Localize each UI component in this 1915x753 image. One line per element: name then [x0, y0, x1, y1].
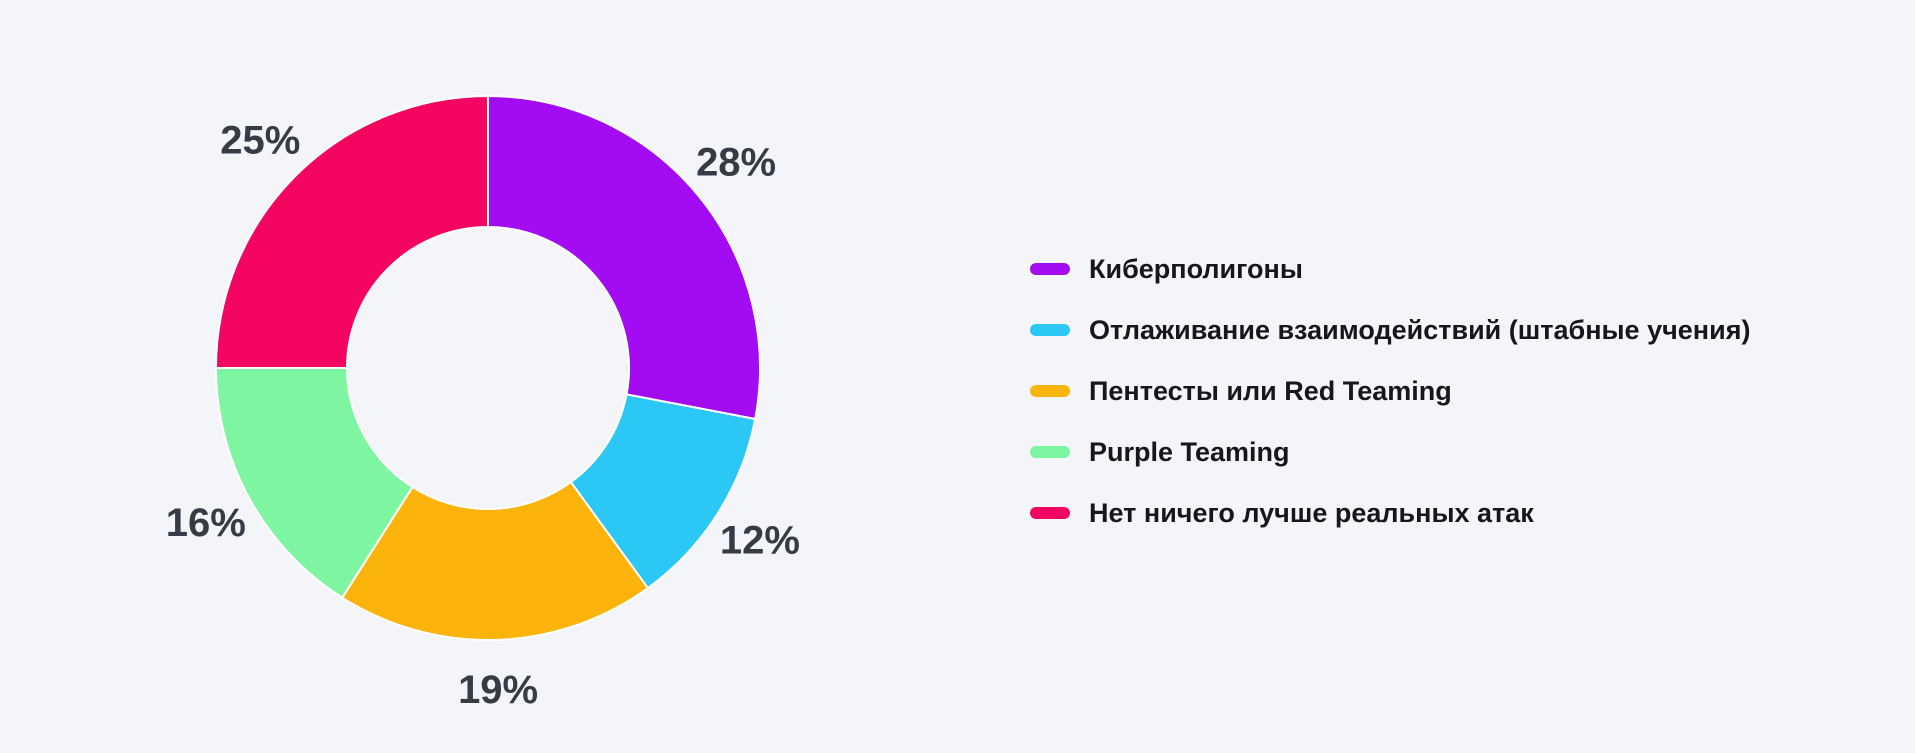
- slice-percent-label: 25%: [220, 118, 300, 162]
- legend-item: Киберполигоны: [1030, 254, 1750, 284]
- legend-swatch: [1030, 385, 1070, 397]
- slice-percent-label: 19%: [458, 668, 538, 712]
- legend-swatch: [1030, 446, 1070, 458]
- legend-swatch: [1030, 507, 1070, 519]
- legend-item-label: Пентесты или Red Teaming: [1089, 376, 1452, 406]
- legend-item-label: Отлаживание взаимодействий (штабные учен…: [1089, 315, 1751, 345]
- slice-percent-label: 28%: [696, 141, 776, 185]
- donut-slice: [215, 367, 414, 599]
- donut-chart: 28% 12% 19% 16% 25%: [166, 95, 800, 712]
- slice-percent-label: 12%: [720, 519, 800, 563]
- legend-swatch: [1030, 263, 1070, 275]
- slice-percent-label: 16%: [166, 501, 246, 545]
- legend-item: Пентесты или Red Teaming: [1030, 376, 1750, 406]
- donut-slice: [215, 95, 489, 369]
- legend-item-label: Purple Teaming: [1089, 437, 1290, 467]
- legend-item: Purple Teaming: [1030, 437, 1750, 467]
- chart-legend: Киберполигоны Отлаживание взаимодействий…: [1030, 254, 1750, 528]
- legend-item: Нет ничего лучше реальных атак: [1030, 498, 1750, 528]
- donut-slice: [341, 481, 649, 641]
- legend-item: Отлаживание взаимодействий (штабные учен…: [1030, 315, 1750, 345]
- legend-item-label: Нет ничего лучше реальных атак: [1089, 498, 1534, 528]
- legend-item-label: Киберполигоны: [1089, 254, 1303, 284]
- legend-swatch: [1030, 324, 1070, 336]
- donut-slice: [487, 95, 761, 420]
- donut-chart-svg: 28% 12% 19% 16% 25%: [166, 95, 800, 712]
